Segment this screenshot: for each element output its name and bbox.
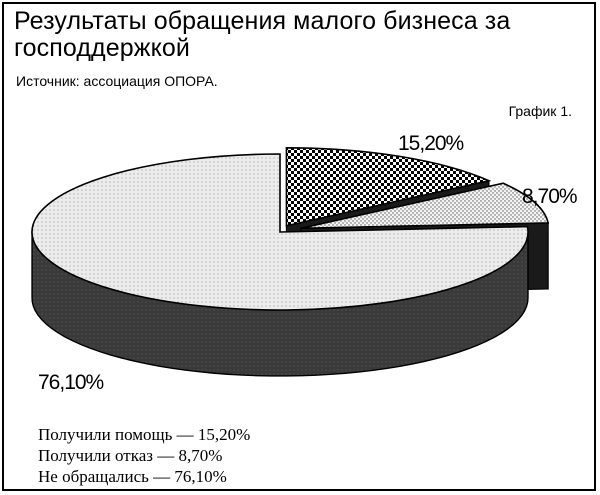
- pie-slice-2: [31, 153, 529, 311]
- pie-slice-1: [300, 182, 550, 230]
- pie-value-label-0: 15,20%: [398, 132, 464, 155]
- pie-slice-0: [285, 146, 492, 227]
- chart-title: Результаты обращения малого бизнеса за г…: [14, 7, 511, 62]
- pie-value-label-1: 8,70%: [522, 185, 577, 208]
- pie-labels: 15,20% 8,70% 76,10%: [38, 132, 578, 394]
- legend-entry-0: Получили помощь — 15,20%: [38, 425, 251, 444]
- legend-entry-2: Не обращались — 76,10%: [38, 467, 227, 486]
- source-note: Источник: ассоциация ОПОРА.: [16, 73, 218, 89]
- chart-number-label: График 1.: [508, 103, 572, 119]
- legend-entry-1: Получили отказ — 8,70%: [38, 446, 223, 465]
- legend: Получили помощь — 15,20% Получили отказ —…: [38, 424, 250, 487]
- pie-value-label-2: 76,10%: [38, 371, 104, 394]
- pie-tops: [31, 146, 550, 311]
